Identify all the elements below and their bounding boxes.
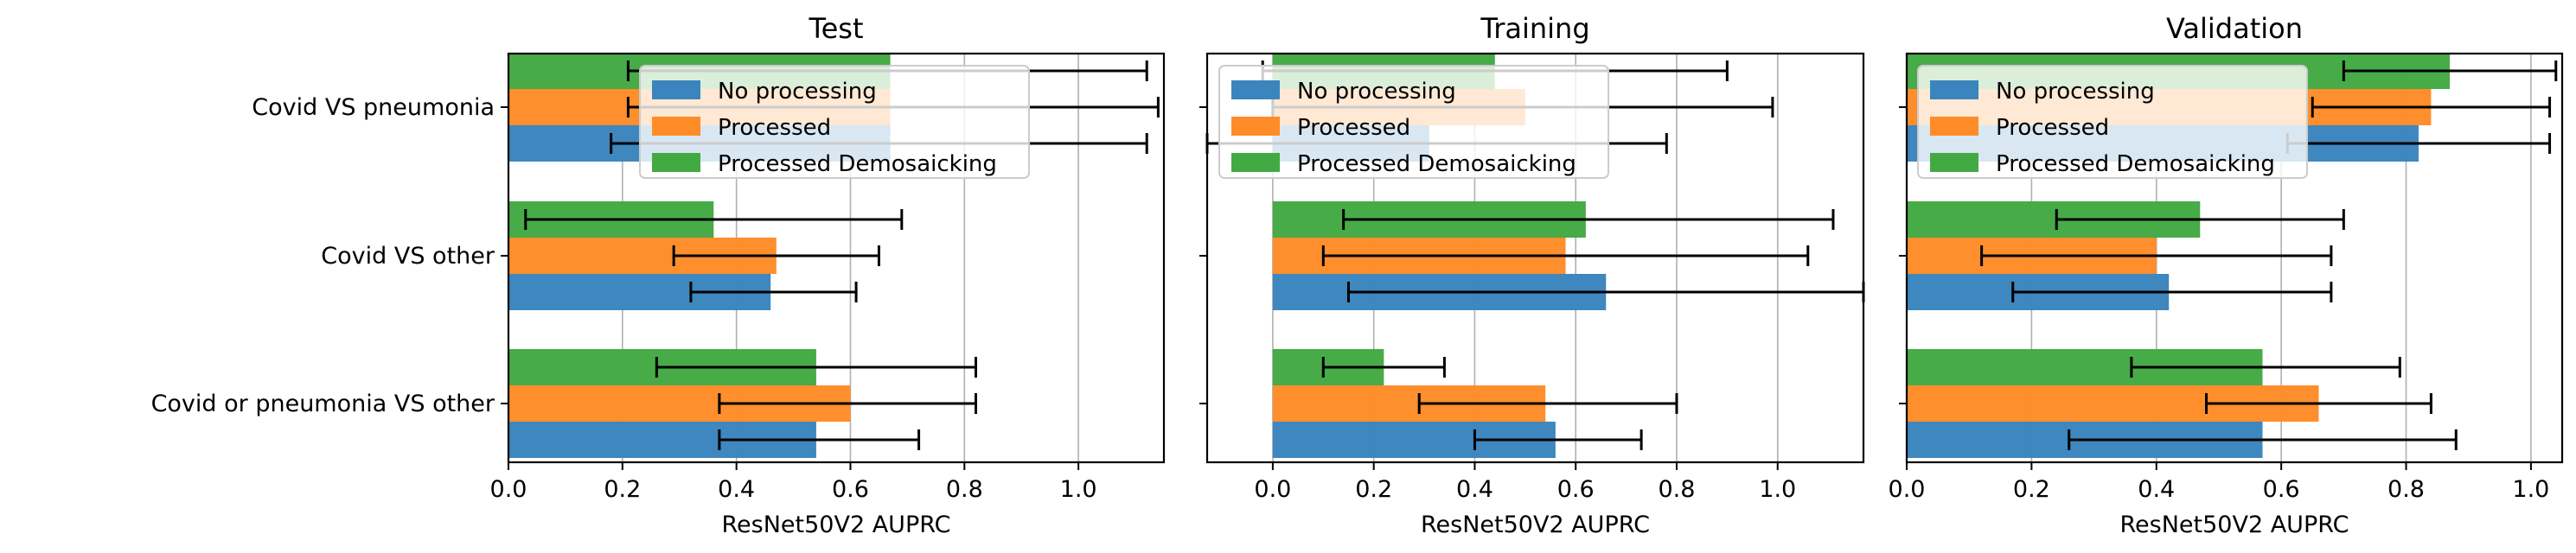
x-tick-label: 0.4 [1456,476,1493,503]
y-tick-label: Covid VS pneumonia [252,94,495,121]
x-tick-label: 1.0 [1759,476,1796,503]
legend-label: Processed [1996,115,2109,141]
errorbar [1980,245,2333,266]
legend-label: Processed [718,115,831,141]
legend-swatch [1231,80,1280,99]
x-tick-label: 0.4 [2138,476,2175,503]
errorbar [1417,393,1678,414]
errorbar [1321,245,1810,266]
legend-swatch [1231,117,1280,136]
legend-swatch [652,80,700,99]
errorbar [2055,209,2345,230]
legend-swatch [652,153,700,172]
legend: No processing Processed Processed Demosaic… [1917,65,2308,179]
legend-label: No processing [718,79,877,105]
legend-label: No processing [1996,79,2155,105]
axes-frame [1905,52,2564,464]
x-tick-label: 1.0 [2512,476,2549,503]
errorbar [2130,357,2401,378]
x-tick-label: 0.6 [832,476,869,503]
errorbar [1342,209,1835,230]
errorbar [1321,357,1446,378]
x-tick-label: 0.2 [1355,476,1392,503]
legend-swatch [1930,80,1978,99]
x-tick-label: 1.0 [1060,476,1097,503]
legend-label: Processed Demosaicking [1996,151,2275,177]
errorbar [655,357,977,378]
legend: No processing Processed Processed Demosaic… [1218,65,1609,179]
legend-swatch [1930,153,1978,172]
legend-label: Processed [1297,115,1410,141]
y-tick-label: Covid or pneumonia VS other [151,391,495,417]
panel-validation: No processing Processed Processed Demosaic… [1889,12,2564,538]
x-tick-label: 0.8 [1659,476,1696,503]
x-tick-label: 0.6 [2263,476,2300,503]
errorbar [2311,97,2552,118]
x-axis-label: ResNet50V2 AUPRC [722,512,951,538]
x-tick-label: 0.2 [2013,476,2050,503]
y-tick-label: Covid VS other [321,243,495,270]
errorbar [2068,429,2458,450]
x-tick-label: 0.0 [1889,476,1926,503]
errorbar [672,245,880,266]
legend-frame [639,65,1030,179]
legend-swatch [1231,153,1280,172]
x-tick-label: 0.8 [2387,476,2425,503]
legend-label: Processed Demosaicking [1297,151,1576,177]
legend-swatch [1930,117,1978,136]
errorbar [2011,282,2333,302]
legend-swatch [652,117,700,136]
panel-title: Test [808,12,863,45]
legend-label: No processing [1297,79,1456,105]
x-axis-label: ResNet50V2 AUPRC [1421,512,1650,538]
errorbar [2205,393,2432,414]
x-axis-label: ResNet50V2 AUPRC [2120,512,2349,538]
x-tick-label: 0.2 [604,476,641,503]
legend-frame [1218,65,1609,179]
axes-frame [1205,52,1865,464]
errorbar [689,282,858,302]
errorbar [2342,60,2558,81]
legend-label: Processed Demosaicking [718,151,997,177]
x-tick-label: 0.8 [946,476,983,503]
panel-test: No processing Processed Processed Demosaic… [151,12,1166,538]
errorbar [718,429,921,450]
errorbar [524,209,904,230]
legend: No processing Processed Processed Demosaic… [639,65,1030,179]
x-tick-label: 0.0 [1254,476,1291,503]
axes-frame [507,52,1166,464]
x-tick-label: 0.6 [1557,476,1595,503]
errorbar [718,393,977,414]
x-tick-label: 0.0 [490,476,527,503]
legend-frame [1917,65,2308,179]
panel-title: Validation [2166,12,2303,45]
x-tick-label: 0.4 [718,476,755,503]
errorbar [1473,429,1643,450]
panel-training: No processing Processed Processed Demosaic… [1199,12,1865,538]
panel-title: Training [1480,12,1589,45]
